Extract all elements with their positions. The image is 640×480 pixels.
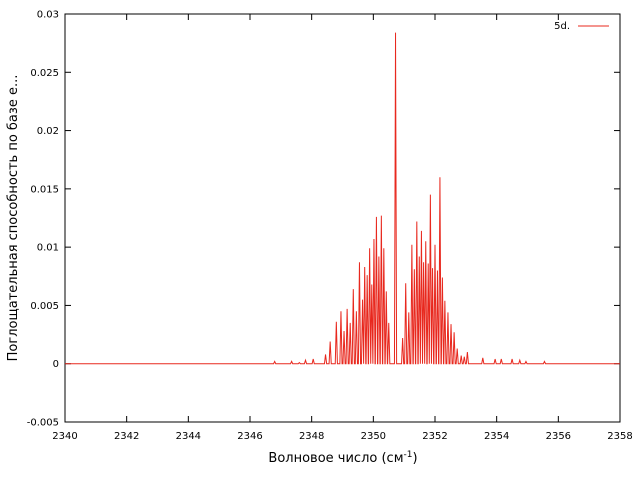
- legend: 5d.: [554, 21, 609, 32]
- x-tick-label: 2342: [114, 431, 139, 442]
- x-axis-title: Волновое число (см-1): [268, 450, 417, 466]
- legend-label: 5d.: [554, 21, 570, 32]
- y-axis-title: Поглощательная способность по базе е...: [6, 75, 21, 362]
- x-tick-label: 2350: [361, 431, 386, 442]
- plot-frame: [64, 13, 621, 423]
- y-tick-label: 0.02: [37, 126, 59, 137]
- y-tick-label: 0.005: [30, 301, 59, 312]
- x-tick-label: 2354: [484, 431, 509, 442]
- x-tick-label: 2344: [176, 431, 201, 442]
- x-tick-label: 2346: [237, 431, 262, 442]
- x-axis-title-end: ): [412, 451, 417, 466]
- y-tick-label: 0: [53, 359, 59, 370]
- y-tick-label: 0.015: [30, 184, 59, 195]
- x-tick-label: 2356: [546, 431, 571, 442]
- x-axis-title-main: Волновое число (см: [268, 451, 403, 466]
- x-tick-label: 2348: [299, 431, 324, 442]
- y-tick-label: 0.03: [37, 10, 59, 21]
- y-tick-label: 0.01: [37, 243, 59, 254]
- x-axis-title-sup: -1: [404, 450, 413, 460]
- x-axis-ticks: 2340 2342 2344 2346 2348 2350 2352 2354 2356 2358: [52, 14, 633, 442]
- x-tick-label: 2352: [422, 431, 447, 442]
- y-tick-label: 0.025: [30, 68, 59, 79]
- x-tick-label: 2340: [52, 431, 77, 442]
- y-tick-label: -0.005: [27, 418, 59, 429]
- series-5d-line: [65, 32, 620, 365]
- x-tick-label: 2358: [607, 431, 632, 442]
- y-axis-ticks: -0.005 0 0.005 0.01 0.015 0.02 0.025 0.03: [27, 10, 620, 429]
